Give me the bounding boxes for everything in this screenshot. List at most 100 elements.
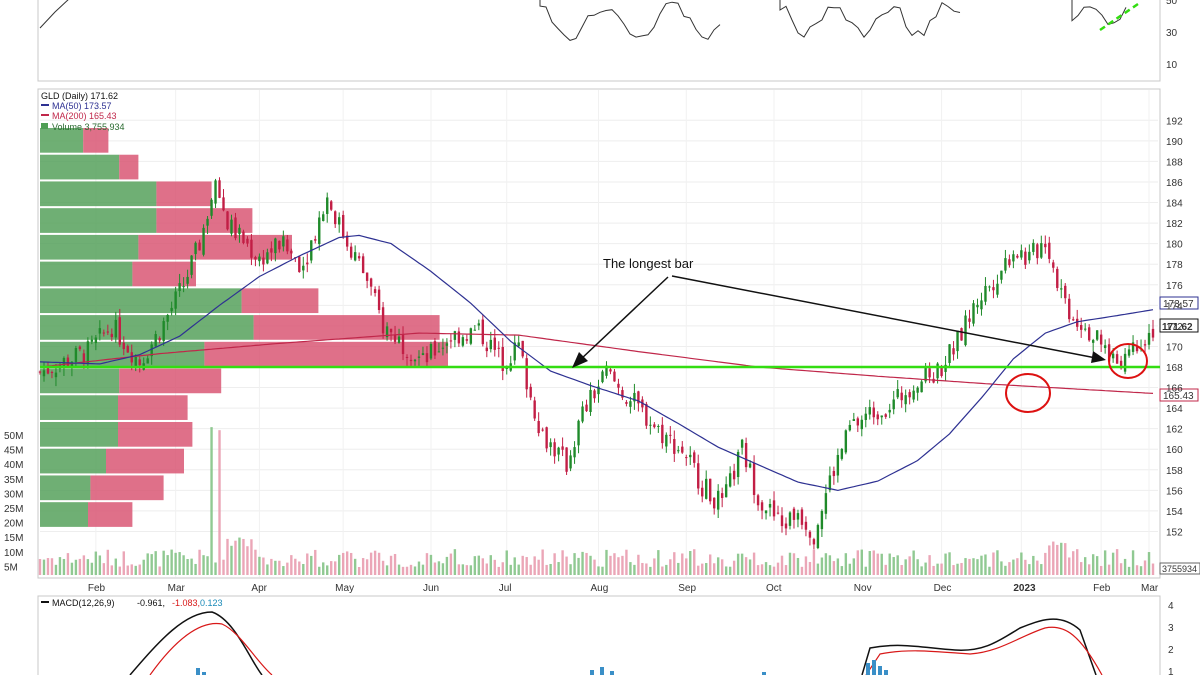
candle-body — [597, 386, 600, 395]
vbp-bar-green — [40, 395, 118, 420]
volume-bar — [780, 555, 784, 575]
candle-body — [768, 504, 772, 508]
candle-body — [1016, 255, 1019, 258]
volume-bar — [629, 562, 632, 575]
candle-body — [760, 502, 764, 511]
volume-bar — [609, 555, 612, 575]
macd-line-2 — [861, 618, 1097, 676]
legend-volume: Volume 3,755,934 — [52, 122, 125, 132]
volume-bar — [477, 555, 481, 575]
candle-body — [621, 390, 624, 398]
candle-body — [1052, 262, 1055, 268]
candle-body — [1028, 251, 1031, 261]
volume-bar — [884, 564, 887, 575]
vbp-bar-green — [40, 234, 139, 260]
candle-body — [357, 256, 361, 259]
volume-bar — [381, 560, 385, 575]
volume-bar — [365, 559, 369, 575]
volume-bar — [1020, 552, 1023, 575]
volume-bar — [1068, 557, 1071, 575]
volume-bar — [992, 552, 995, 575]
month-label: Dec — [934, 583, 952, 594]
volume-bar — [349, 552, 353, 575]
macd-histogram-bar — [196, 668, 200, 675]
volume-bar — [274, 560, 277, 575]
candle-body — [1068, 298, 1071, 320]
ma50-line — [39, 234, 1154, 492]
volume-bar — [254, 549, 257, 575]
candle-body — [1056, 268, 1059, 288]
candle-body — [996, 283, 999, 295]
candle-body — [42, 370, 46, 377]
price-tick-label: 192 — [1166, 116, 1183, 127]
volume-bar — [86, 559, 90, 575]
candle-body — [254, 256, 257, 260]
candle-body — [964, 315, 967, 346]
candle-body — [705, 478, 708, 499]
axes: 192 190 188 186 184 182 180 178 176 174 172 170 168 1… — [4, 0, 1183, 678]
macd-histogram-bar — [884, 670, 888, 675]
candle-body — [465, 339, 469, 341]
candle-body — [541, 429, 544, 431]
candle-body — [657, 426, 660, 428]
volume-bar — [720, 559, 724, 575]
candle-body — [437, 351, 441, 353]
volume-bar — [206, 556, 209, 575]
volume-bar — [597, 566, 600, 575]
volume-bar — [401, 566, 405, 575]
volume-bar — [649, 566, 652, 575]
candle-body — [613, 371, 616, 382]
price-tick-label: 160 — [1166, 445, 1183, 456]
volume-by-price — [40, 127, 448, 527]
volume-bar — [166, 555, 169, 575]
volume-bar — [1052, 541, 1055, 575]
rsi-panel-frame — [37, 0, 1161, 82]
price-tick-label: 176 — [1166, 281, 1183, 292]
macd-panel-frame — [37, 595, 1161, 680]
candle-body — [373, 289, 377, 294]
macd-legend-hist: 0.123 — [200, 598, 223, 608]
volume-bar — [489, 555, 492, 575]
candle-body — [461, 337, 465, 346]
volume-bar — [170, 549, 173, 575]
candle-body — [940, 366, 943, 376]
candle-body — [976, 304, 979, 308]
candle-body — [653, 424, 656, 428]
volume-bar — [1135, 565, 1139, 575]
candle-body — [581, 406, 584, 422]
candle-body — [872, 407, 875, 418]
candle-body — [337, 217, 341, 225]
candle-body — [174, 291, 177, 309]
candle-body — [90, 339, 94, 342]
volume-bar — [361, 558, 365, 575]
volume-bar — [306, 553, 309, 575]
volume-bar — [1091, 554, 1095, 575]
macd-histogram-bar — [202, 672, 206, 675]
price-tick-label: 174 — [1166, 301, 1183, 312]
volume-bar — [337, 554, 341, 575]
candle-body — [202, 227, 205, 255]
volume-bar — [892, 557, 895, 575]
volume-bar — [142, 559, 145, 575]
candle-body — [972, 303, 975, 324]
candle-body — [948, 344, 951, 364]
candle-body — [744, 443, 748, 468]
candle-body — [968, 318, 971, 322]
volume-bar — [1076, 549, 1079, 575]
volume-bar — [493, 559, 496, 575]
last-price-label: 171.62 — [1162, 322, 1193, 333]
volume-bar — [601, 566, 604, 575]
candle-body — [170, 307, 173, 312]
vbp-bar-green — [40, 154, 120, 180]
rsi-line — [39, 0, 1127, 41]
volume-bar — [481, 558, 485, 575]
volume-bar — [314, 549, 317, 575]
volume-bar — [1040, 564, 1043, 575]
retest-circle — [1108, 343, 1148, 379]
volume-bar — [389, 555, 393, 575]
month-label: 2023 — [1013, 583, 1036, 594]
candle-body — [1107, 344, 1111, 362]
candle-body — [569, 455, 572, 469]
candle-body — [992, 287, 995, 291]
candle-body — [318, 217, 321, 244]
